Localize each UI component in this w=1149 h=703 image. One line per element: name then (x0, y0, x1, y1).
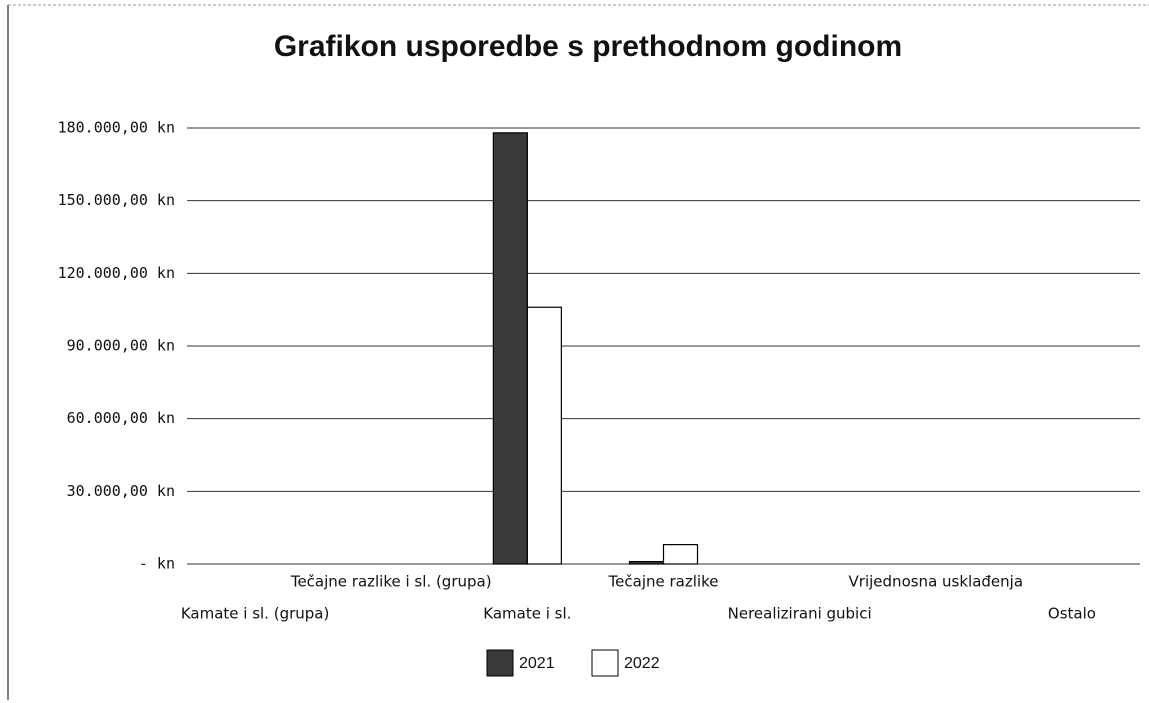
bar (628, 560, 665, 565)
chart-title: Grafikon usporedbe s prethodnom godinom (274, 30, 902, 63)
y-tick-label: - kn (139, 555, 175, 573)
bar (492, 132, 528, 565)
bar (662, 544, 699, 565)
y-tick-label: 30.000,00 kn (67, 482, 175, 500)
legend-swatch (591, 649, 619, 677)
legend-label: 2021 (519, 655, 555, 672)
x-tick-label: Vrijednosna usklađenja (849, 573, 1023, 591)
y-tick-label: 120.000,00 kn (58, 264, 175, 282)
y-tick-label: 180.000,00 kn (58, 119, 175, 137)
x-tick-label: Kamate i sl. (grupa) (181, 605, 330, 623)
y-tick-label: 90.000,00 kn (67, 337, 175, 355)
bar (526, 306, 562, 565)
x-tick-label: Tečajne razlike (608, 573, 719, 591)
y-tick-label: 60.000,00 kn (67, 409, 175, 427)
x-tick-label: Ostalo (1048, 605, 1096, 623)
x-tick-label: Tečajne razlike i sl. (grupa) (290, 573, 492, 591)
x-tick-label: Kamate i sl. (483, 605, 571, 623)
legend-swatch (486, 649, 514, 677)
x-tick-label: Nerealizirani gubici (728, 605, 872, 623)
y-tick-label: 150.000,00 kn (58, 191, 175, 209)
legend-label: 2022 (624, 655, 660, 672)
